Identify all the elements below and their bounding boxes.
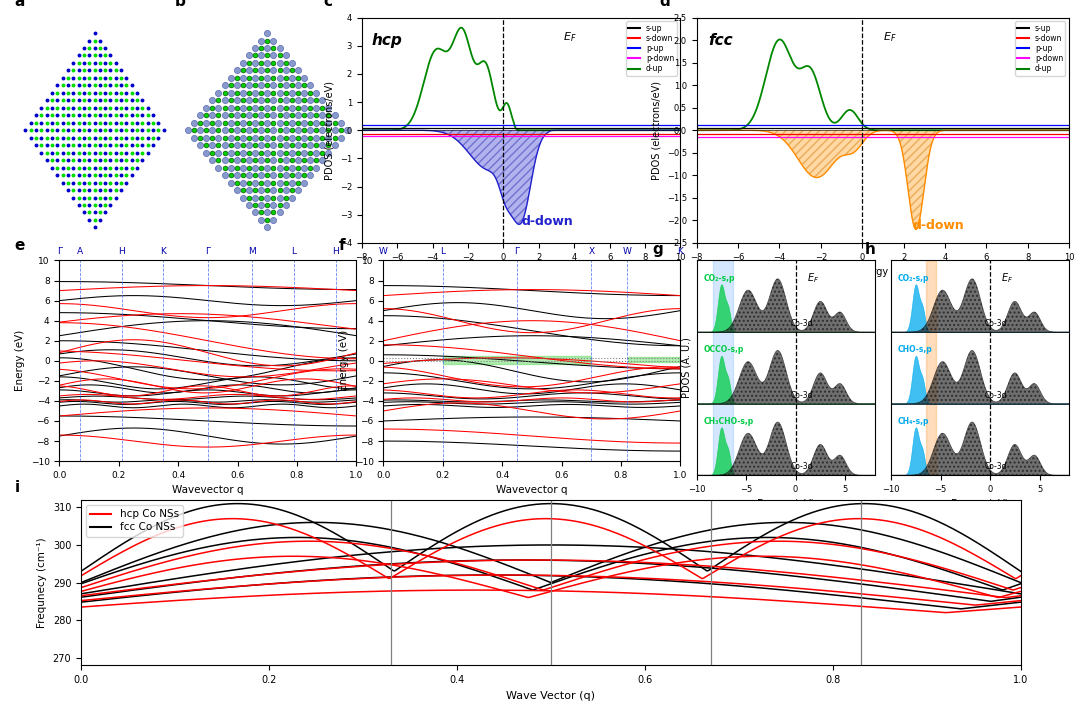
Text: M: M [248, 248, 256, 256]
Text: $E_F$: $E_F$ [563, 30, 576, 44]
Text: W: W [622, 248, 632, 256]
Legend: s-up, s-down, p-up, p-down, d-up: s-up, s-down, p-up, p-down, d-up [626, 21, 676, 75]
Text: W: W [379, 248, 388, 256]
X-axis label: Energy (eV): Energy (eV) [951, 499, 1009, 510]
Text: h: h [864, 242, 875, 257]
Text: $E_F$: $E_F$ [883, 30, 896, 44]
Text: CH₃CHO-s,p: CH₃CHO-s,p [703, 417, 754, 426]
Text: e: e [15, 239, 25, 253]
Text: Co-3d: Co-3d [791, 320, 813, 328]
Y-axis label: Frequnecy (cm⁻¹): Frequnecy (cm⁻¹) [37, 537, 48, 628]
Bar [926, 260, 935, 475]
Text: H: H [119, 248, 125, 256]
Text: d-down: d-down [522, 215, 572, 228]
Text: $E_F$: $E_F$ [1001, 271, 1014, 285]
Text: CHO-s,p: CHO-s,p [897, 345, 933, 354]
Text: Co-3d: Co-3d [791, 463, 813, 472]
X-axis label: Wave Vector (q): Wave Vector (q) [507, 691, 595, 700]
Text: L: L [441, 248, 445, 256]
Text: Γ: Γ [514, 248, 519, 256]
X-axis label: Energy (eV): Energy (eV) [492, 267, 550, 277]
Text: Co-3d: Co-3d [985, 320, 1008, 328]
Y-axis label: PDOS (electrons/eV): PDOS (electrons/eV) [651, 81, 661, 180]
Text: H: H [333, 248, 339, 256]
Text: CH₄-s,p: CH₄-s,p [897, 417, 930, 426]
Text: X: X [589, 248, 594, 256]
Text: Γ: Γ [57, 248, 62, 256]
Text: Co-3d: Co-3d [985, 463, 1008, 472]
X-axis label: Wavevector q: Wavevector q [172, 485, 244, 496]
Text: CO₂-s,p: CO₂-s,p [703, 274, 735, 282]
Text: K: K [161, 248, 166, 256]
X-axis label: Wavevector q: Wavevector q [496, 485, 568, 496]
Text: L: L [292, 248, 297, 256]
Text: fcc: fcc [707, 32, 732, 48]
Text: d: d [659, 0, 670, 9]
Text: d-down: d-down [913, 220, 964, 232]
Text: i: i [15, 479, 21, 495]
Y-axis label: Energy (eV): Energy (eV) [15, 330, 25, 391]
Text: hcp: hcp [372, 32, 402, 48]
Text: b: b [175, 0, 186, 9]
Text: c: c [324, 0, 333, 9]
Text: Γ: Γ [205, 248, 211, 256]
Text: OCCO-s,p: OCCO-s,p [703, 345, 744, 354]
X-axis label: Energy (eV): Energy (eV) [854, 267, 912, 277]
Text: Co-3d: Co-3d [985, 391, 1008, 400]
Text: A: A [77, 248, 83, 256]
Bar [714, 260, 733, 475]
Text: f: f [339, 239, 346, 253]
Text: a: a [14, 0, 25, 9]
Text: g: g [652, 242, 663, 257]
Y-axis label: PDOS (A. U.): PDOS (A. U.) [681, 337, 691, 398]
Y-axis label: Energy (eV): Energy (eV) [339, 330, 349, 391]
Y-axis label: PDOS (electrons/eV): PDOS (electrons/eV) [324, 81, 334, 180]
Text: $E_F$: $E_F$ [807, 271, 820, 285]
Text: CO₂-s,p: CO₂-s,p [897, 274, 930, 282]
Legend: hcp Co NSs, fcc Co NSs: hcp Co NSs, fcc Co NSs [86, 505, 183, 536]
Legend: s-up, s-down, p-up, p-down, d-up: s-up, s-down, p-up, p-down, d-up [1015, 21, 1065, 75]
Text: K: K [677, 248, 684, 256]
X-axis label: Energy (eV): Energy (eV) [757, 499, 814, 510]
Text: Co-3d: Co-3d [791, 391, 813, 400]
